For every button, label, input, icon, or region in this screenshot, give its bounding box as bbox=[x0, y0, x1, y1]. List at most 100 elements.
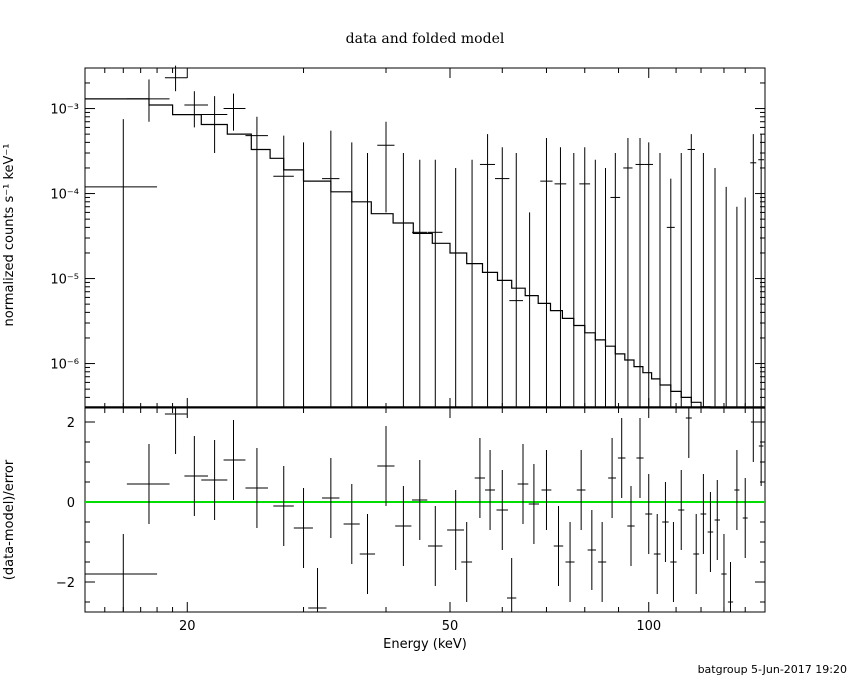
model-curve bbox=[85, 98, 765, 409]
residual-point bbox=[707, 492, 714, 572]
data-point bbox=[509, 153, 524, 408]
residual-point bbox=[645, 474, 653, 554]
residual-point bbox=[395, 486, 412, 566]
top-panel: 10⁻³ 10⁻⁴ 10⁻⁵ 10⁻⁶ bbox=[50, 65, 766, 409]
residual-point bbox=[528, 464, 540, 544]
residual-point bbox=[678, 470, 685, 550]
data-point bbox=[733, 206, 741, 409]
residual-point bbox=[727, 562, 734, 612]
data-point bbox=[687, 134, 695, 408]
residual-point bbox=[474, 438, 486, 518]
residual-point bbox=[670, 522, 677, 602]
y-tick-label: 10⁻⁴ bbox=[50, 188, 79, 203]
x-tick-label: 20 bbox=[179, 619, 196, 634]
data-point bbox=[479, 134, 496, 408]
residual-point bbox=[322, 458, 340, 538]
data-point bbox=[463, 159, 480, 409]
data-point bbox=[495, 147, 510, 408]
residual-point bbox=[273, 466, 294, 546]
residual-point bbox=[662, 482, 669, 562]
data-point bbox=[223, 93, 246, 131]
residual-point bbox=[184, 436, 209, 516]
bottom-axis-ticks bbox=[85, 408, 766, 612]
residual-point bbox=[164, 408, 188, 454]
residual-point bbox=[627, 486, 635, 566]
data-point bbox=[590, 159, 601, 409]
residual-point bbox=[721, 534, 727, 612]
residual-point bbox=[693, 514, 700, 594]
bottom-panel: 20−2 20 50 100 bbox=[56, 407, 766, 634]
data-point bbox=[635, 138, 645, 408]
data-point bbox=[655, 153, 665, 409]
residual-point bbox=[685, 408, 692, 458]
residual-point bbox=[587, 510, 597, 590]
bottom-panel-frame bbox=[84, 407, 766, 613]
residual-point bbox=[447, 490, 464, 570]
data-point bbox=[395, 153, 412, 409]
x-tick-label: 50 bbox=[442, 619, 459, 634]
data-point bbox=[699, 153, 707, 409]
x-axis-label: Energy (keV) bbox=[383, 637, 467, 652]
model-step-line bbox=[85, 98, 765, 409]
residual-point bbox=[85, 534, 158, 612]
residual-point bbox=[293, 488, 313, 568]
data-point bbox=[343, 142, 360, 409]
data-point bbox=[600, 167, 611, 409]
residual-point bbox=[758, 408, 764, 486]
residual-point bbox=[750, 408, 756, 462]
data-point bbox=[126, 79, 170, 122]
data-point bbox=[322, 130, 340, 408]
footer-stamp: batgroup 5-Jun-2017 19:20 bbox=[698, 663, 847, 676]
data-point bbox=[677, 153, 686, 409]
residual-point bbox=[245, 448, 268, 528]
residual-point bbox=[598, 522, 607, 602]
residual-point bbox=[700, 474, 707, 554]
data-point bbox=[722, 186, 730, 409]
data-point bbox=[644, 142, 654, 408]
data-point bbox=[273, 135, 294, 408]
data-point bbox=[666, 178, 675, 408]
data-point bbox=[579, 147, 591, 408]
x-tick-labels: 20 50 100 bbox=[179, 619, 661, 634]
data-point bbox=[164, 65, 188, 92]
residual-point bbox=[485, 450, 496, 530]
data-point bbox=[742, 197, 749, 409]
data-point bbox=[85, 119, 158, 408]
residual-point bbox=[734, 450, 740, 530]
data-points bbox=[85, 65, 765, 409]
data-point bbox=[523, 212, 537, 409]
residual-point bbox=[343, 484, 360, 564]
top-y-tick-labels: 10⁻³ 10⁻⁴ 10⁻⁵ 10⁻⁶ bbox=[50, 103, 79, 373]
residual-point bbox=[517, 444, 529, 524]
data-point bbox=[377, 121, 395, 213]
residual-point bbox=[126, 444, 170, 524]
residual-point bbox=[412, 460, 428, 540]
residual-point bbox=[617, 418, 626, 498]
residual-point bbox=[636, 418, 644, 498]
residual-points bbox=[85, 408, 764, 612]
residual-point bbox=[427, 506, 443, 586]
y-tick-label: 10⁻⁶ bbox=[50, 358, 79, 373]
data-point bbox=[427, 159, 443, 408]
residual-point bbox=[565, 522, 575, 602]
residual-point bbox=[201, 440, 228, 520]
data-point bbox=[540, 138, 553, 408]
top-panel-frame bbox=[84, 67, 766, 409]
residual-point bbox=[308, 568, 327, 612]
residual-point bbox=[553, 506, 564, 586]
residual-point bbox=[576, 450, 586, 530]
chart-title: data and folded model bbox=[346, 31, 505, 47]
data-point bbox=[623, 138, 633, 408]
top-y-axis-label: normalized counts s⁻¹ keV⁻¹ bbox=[2, 144, 17, 327]
data-point bbox=[412, 159, 428, 408]
residual-point bbox=[742, 478, 748, 558]
data-point bbox=[750, 134, 757, 408]
residual-point bbox=[223, 420, 246, 500]
data-point bbox=[447, 167, 464, 409]
y-tick-label: 10⁻³ bbox=[50, 103, 79, 118]
data-point bbox=[184, 91, 209, 128]
residual-point bbox=[507, 558, 517, 612]
residual-point bbox=[608, 438, 616, 518]
data-point bbox=[245, 116, 268, 408]
